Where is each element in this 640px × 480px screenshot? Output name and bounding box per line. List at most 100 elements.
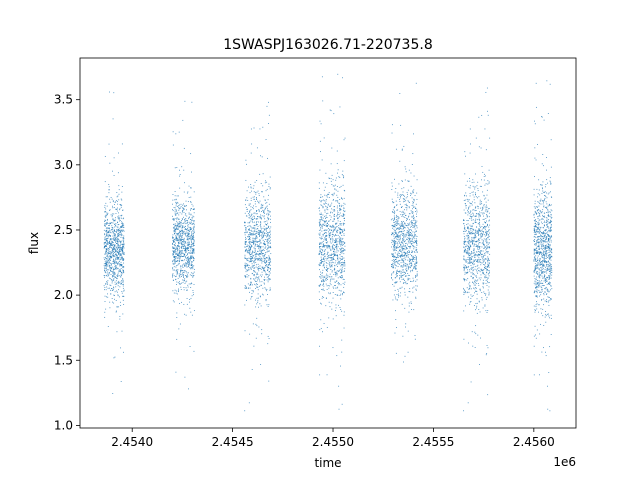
data-point [324,255,326,257]
data-point [343,233,345,235]
data-point [120,249,122,251]
data-point [474,288,476,290]
data-point [269,264,271,266]
data-point [260,183,262,184]
data-point [396,247,398,249]
data-point [340,229,342,231]
data-point [177,252,179,254]
data-point [120,226,122,228]
data-point [184,182,186,184]
data-point [106,243,107,245]
data-point [267,214,269,216]
data-point [333,229,334,231]
data-point [179,222,181,224]
data-point [466,291,468,293]
data-point [319,242,321,244]
data-point [268,380,270,382]
data-point [117,257,119,259]
data-point [337,294,339,296]
data-point [190,236,192,238]
data-point [409,242,411,244]
data-point [176,209,178,211]
data-point [325,278,327,280]
data-point [475,221,477,223]
data-point [486,345,488,346]
data-point [322,223,324,225]
data-point [320,216,322,218]
data-point [464,259,466,261]
data-point [184,228,186,230]
data-point [182,238,184,240]
data-point [480,234,482,236]
data-point [112,207,114,209]
data-point [395,274,397,276]
data-point [192,238,193,239]
data-point [393,238,395,240]
data-point [467,241,469,243]
data-point [404,252,406,254]
data-point [393,231,395,233]
data-point [185,259,187,261]
data-point [409,258,411,260]
data-point [187,228,189,229]
data-point [472,219,474,221]
data-point [245,271,247,273]
data-point [257,250,259,252]
data-point [489,224,491,226]
data-point [121,191,123,193]
data-point [484,184,486,186]
data-point [333,193,335,195]
data-point [117,207,118,209]
data-point [123,244,125,246]
data-point [394,216,396,218]
data-point [404,201,406,202]
data-point [116,209,118,210]
data-point [109,198,111,200]
data-point [401,241,403,243]
data-point [268,183,270,185]
data-point [115,250,116,252]
data-point [330,262,332,264]
data-point [119,264,121,266]
data-point [183,216,184,218]
data-point [343,160,345,162]
data-point [187,244,189,245]
data-point [175,198,177,200]
data-point [114,273,116,275]
data-point [180,240,182,242]
data-point [339,261,341,263]
data-point [339,236,340,238]
data-point [331,208,333,210]
data-point [327,204,329,206]
data-point [270,246,272,248]
data-point [263,229,265,231]
data-point [392,211,394,213]
data-point [406,238,407,240]
data-point [113,275,115,277]
data-point [179,250,181,252]
data-point [118,224,120,225]
data-point [395,236,397,238]
data-point [338,241,340,243]
data-point [119,228,121,230]
data-point [259,233,260,235]
data-point [188,259,190,261]
data-point [344,214,346,216]
data-point [260,207,262,209]
data-point [181,274,183,276]
data-point [392,255,394,256]
data-point [320,238,322,240]
data-point [108,231,110,233]
data-point [249,203,251,205]
data-point [116,268,118,270]
data-point [320,260,321,261]
data-point [189,252,191,254]
data-point [184,247,186,249]
data-point [407,330,409,332]
data-point [104,223,106,225]
data-point [325,275,327,277]
data-point [259,217,261,219]
data-point [479,211,480,213]
data-point [119,254,121,256]
data-point [191,235,193,237]
